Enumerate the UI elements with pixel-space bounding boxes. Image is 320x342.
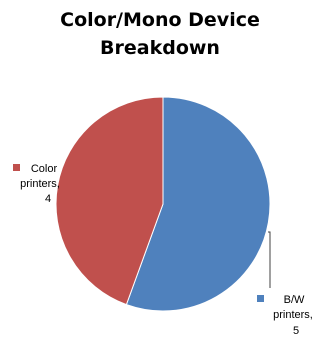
chart-title-line-2: Breakdown	[100, 37, 220, 59]
data-label-bw-printers: B/W printers, 5	[273, 294, 313, 337]
chart-title: Color/Mono Device Breakdown	[0, 6, 320, 62]
pie-slice-color-printers	[55, 96, 164, 306]
pie-slice-bw-printers	[125, 96, 271, 312]
leader-line-bw-printers	[268, 231, 271, 288]
legend-marker-color-printers	[13, 164, 20, 171]
chart-title-line-1: Color/Mono Device	[60, 9, 260, 31]
data-label-color-printers: Color printers, 4	[20, 163, 60, 205]
legend-marker-bw-printers	[257, 295, 264, 302]
